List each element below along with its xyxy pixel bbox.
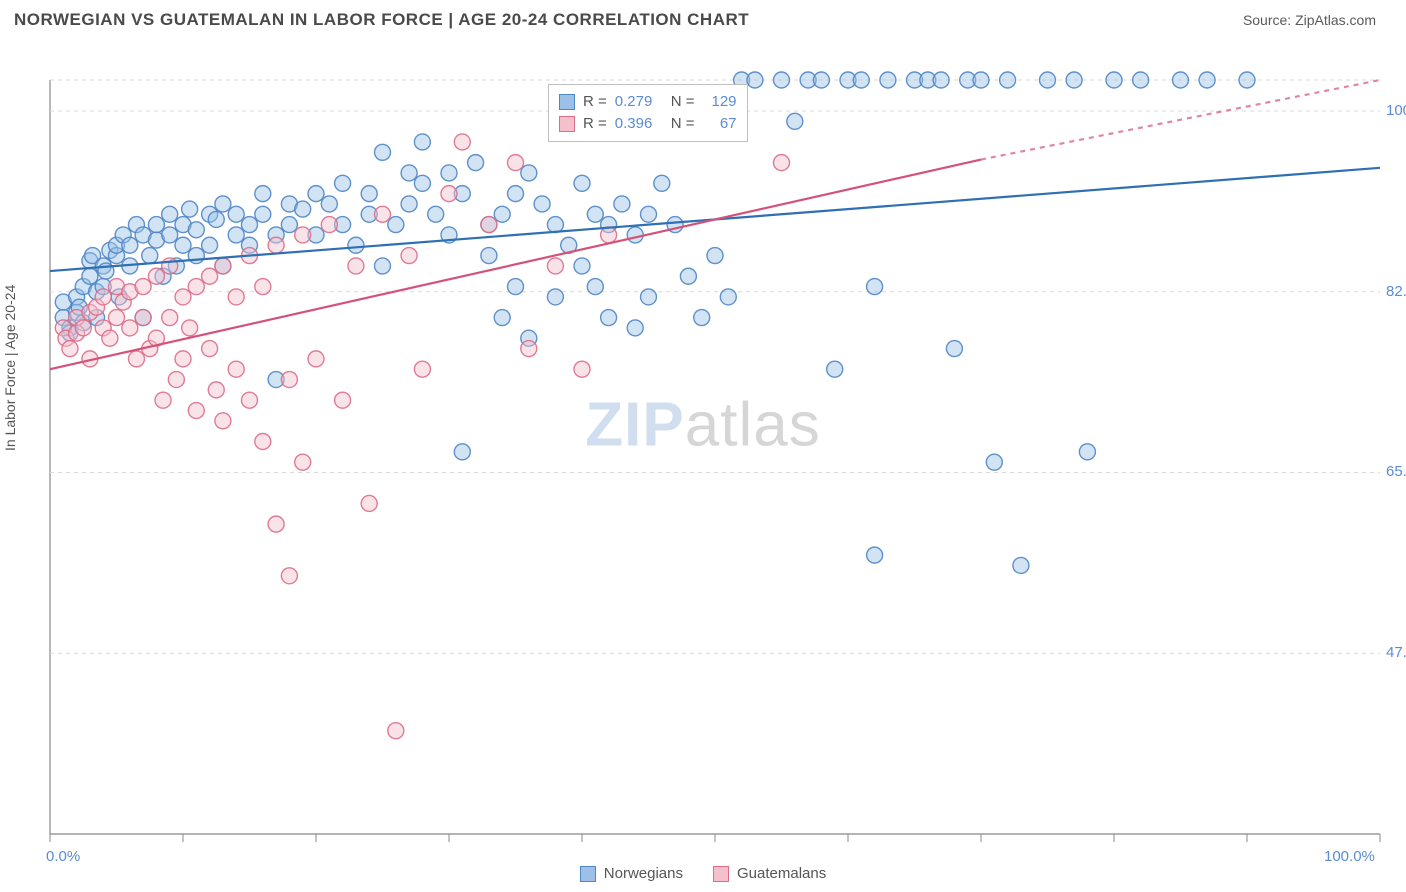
correlation-stats-box: R =0.279N =129R =0.396N =67 (548, 84, 748, 142)
source-attribution: Source: ZipAtlas.com (1243, 12, 1376, 28)
series-swatch (559, 116, 575, 132)
stats-row: R =0.396N =67 (559, 113, 737, 135)
series-swatch (559, 94, 575, 110)
series-legend: Norwegians Guatemalans (0, 865, 1406, 882)
stats-row: R =0.279N =129 (559, 91, 737, 113)
source-prefix: Source: (1243, 12, 1295, 28)
axis-tick-label: 0.0% (46, 848, 80, 865)
axis-tick-label: 65.0% (1386, 463, 1406, 480)
series-swatch (580, 866, 596, 882)
source-link[interactable]: ZipAtlas.com (1295, 12, 1376, 28)
axis-tick-label: 82.5% (1386, 283, 1406, 300)
legend-item: Norwegians (580, 865, 683, 882)
series-swatch (713, 866, 729, 882)
axis-tick-label: 100.0% (1386, 102, 1406, 119)
axis-tick-label: 100.0% (1324, 848, 1375, 865)
axis-tick-label: 47.5% (1386, 644, 1406, 661)
chart-title: NORWEGIAN VS GUATEMALAN IN LABOR FORCE |… (14, 10, 749, 30)
legend-label: Norwegians (604, 865, 683, 882)
legend-item: Guatemalans (713, 865, 826, 882)
chart-area: In Labor Force | Age 20-24 ZIPatlas R =0… (0, 34, 1406, 884)
legend-label: Guatemalans (737, 865, 826, 882)
scatter-chart (0, 34, 1406, 884)
